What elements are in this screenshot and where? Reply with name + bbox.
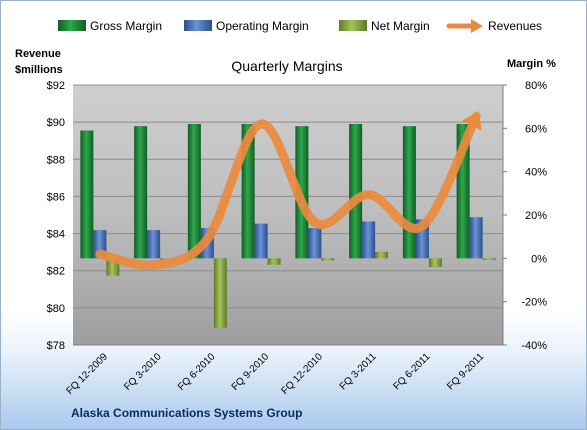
revenue-point xyxy=(367,193,370,196)
operating-margin-bar xyxy=(308,228,322,259)
left-tick-label: $82 xyxy=(47,266,65,278)
right-tick-label: 40% xyxy=(525,167,547,179)
right-tick-label: 80% xyxy=(525,80,547,92)
left-tick-label: $84 xyxy=(47,229,65,241)
legend-label-operating-margin: Operating Margin xyxy=(216,19,309,33)
category-label: FQ 9-2011 xyxy=(445,351,486,392)
category-label: FQ 6-2011 xyxy=(391,351,432,392)
right-tick-label: 20% xyxy=(525,210,547,222)
category-label: FQ 12-2010 xyxy=(279,351,325,397)
legend-swatch-operating-margin xyxy=(184,20,212,31)
right-tick-label: 60% xyxy=(525,123,547,135)
operating-margin-bar xyxy=(254,223,268,259)
left-tick-label: $78 xyxy=(47,340,65,352)
left-axis-title-line1: Revenue xyxy=(15,48,61,60)
operating-margin-bar xyxy=(362,221,376,259)
revenue-point xyxy=(206,238,209,241)
legend-swatch-net-margin xyxy=(339,20,367,31)
gross-margin-bar xyxy=(80,130,94,259)
legend-label-revenues: Revenues xyxy=(488,19,542,33)
category-label: FQ 6-2010 xyxy=(176,351,218,393)
net-margin-bar xyxy=(428,258,442,267)
operating-margin-bar xyxy=(147,230,161,259)
net-margin-bar xyxy=(375,251,389,259)
legend-item-net-margin: Net Margin xyxy=(339,19,430,33)
left-tick-label: $90 xyxy=(47,117,65,129)
chart-title: Quarterly Margins xyxy=(231,58,342,74)
right-axis-ticks: -40% -20% 0% 20% 40% 60% 80% xyxy=(502,80,547,352)
gross-margin-bar xyxy=(187,124,201,259)
gross-margin-bar xyxy=(349,124,363,259)
net-margin-bar xyxy=(321,258,335,261)
legend-label-net-margin: Net Margin xyxy=(371,19,430,33)
net-margin-bar xyxy=(267,258,281,265)
operating-margin-bar xyxy=(469,217,483,259)
company-name: Alaska Communications Systems Group xyxy=(71,406,302,420)
category-labels: FQ 12-2009 FQ 3-2010 FQ 6-2010 FQ 9-2010 FQ … xyxy=(64,351,486,397)
legend-swatch-gross-margin xyxy=(58,20,86,31)
right-tick-label: -20% xyxy=(521,297,547,309)
left-tick-label: $92 xyxy=(47,80,65,92)
category-label: FQ 3-2011 xyxy=(338,351,379,392)
legend-arrow-icon xyxy=(446,19,483,33)
legend-item-gross-margin: Gross Margin xyxy=(58,19,162,33)
gross-margin-bar xyxy=(402,126,416,259)
revenue-line xyxy=(95,111,482,270)
legend: Gross Margin Operating Margin Net Margin… xyxy=(58,19,542,33)
left-tick-label: $88 xyxy=(47,154,65,166)
revenue-point xyxy=(98,253,101,255)
legend-item-operating-margin: Operating Margin xyxy=(184,19,309,33)
revenue-point xyxy=(421,225,424,228)
revenue-point xyxy=(260,123,263,125)
left-axis-title-line2: $millions xyxy=(15,64,63,76)
right-tick-label: -40% xyxy=(521,340,547,352)
left-tick-label: $80 xyxy=(47,303,65,315)
legend-item-revenues: Revenues xyxy=(446,19,542,33)
right-axis-title: Margin % xyxy=(507,58,556,70)
revenue-point xyxy=(475,115,478,118)
net-margin-bar xyxy=(213,258,227,328)
revenue-point xyxy=(313,221,316,224)
category-label: FQ 3-2010 xyxy=(122,351,164,393)
right-tick-label: 0% xyxy=(531,253,547,265)
legend-label-gross-margin: Gross Margin xyxy=(90,19,162,33)
left-axis-ticks: $78 $80 $82 $84 $86 $88 $90 $92 xyxy=(47,80,65,352)
gross-margin-bar xyxy=(134,126,148,259)
category-label: FQ 12-2009 xyxy=(64,351,110,397)
revenue-point xyxy=(152,264,155,267)
net-margin-bar xyxy=(482,258,496,260)
category-label: FQ 9-2010 xyxy=(230,351,272,393)
left-tick-label: $86 xyxy=(47,191,65,203)
